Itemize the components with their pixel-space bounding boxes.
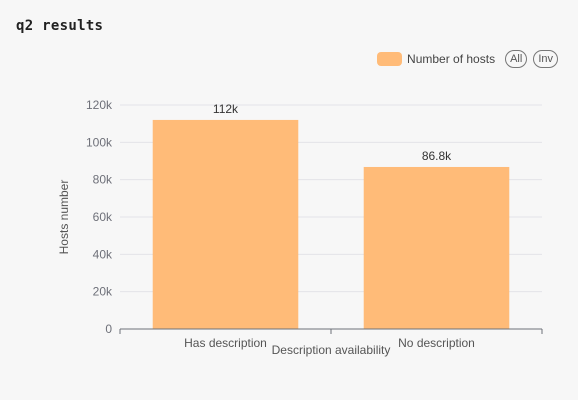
y-tick-label: 0 [105, 322, 112, 336]
x-tick-label: No description [398, 336, 475, 350]
y-tick-label: 80k [93, 173, 113, 187]
x-tick-label: Has description [184, 336, 267, 350]
y-axis-title: Hosts number [57, 180, 71, 255]
legend: Number of hosts All Inv [377, 50, 558, 68]
axes [119, 328, 543, 334]
legend-label: Number of hosts [407, 52, 496, 66]
legend-item-number-of-hosts[interactable]: Number of hosts [377, 52, 495, 66]
labels: 0 20k 40k 60k 80k 100k 120k 112k Has description… [57, 98, 475, 357]
invert-selection-button[interactable]: Inv [533, 50, 558, 68]
legend-swatch [377, 52, 403, 66]
select-all-button[interactable]: All [505, 50, 528, 68]
y-tick-label: 20k [93, 285, 113, 299]
data-label: 86.8k [422, 149, 452, 163]
y-tick-label: 40k [93, 247, 113, 261]
x-axis-title: Description availability [272, 343, 391, 357]
y-tick-label: 100k [86, 135, 113, 149]
y-tick-label: 60k [93, 210, 113, 224]
data-label: 112k [213, 102, 239, 116]
bars [152, 119, 510, 329]
bar-no-description [363, 166, 510, 329]
y-tick-label: 120k [86, 98, 113, 112]
panel-title: q2 results [16, 18, 104, 34]
bar-has-description [152, 119, 299, 329]
